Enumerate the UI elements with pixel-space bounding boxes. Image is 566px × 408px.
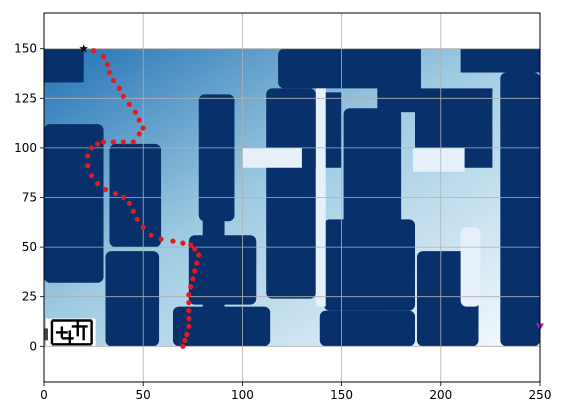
path-point-0-31 <box>170 238 176 244</box>
wall-block-11 <box>343 108 402 252</box>
x-tick-label-100: 100 <box>231 388 254 402</box>
wall-block-8 <box>266 88 316 299</box>
path-point-0-40 <box>186 292 192 298</box>
wall-block-5 <box>198 94 235 222</box>
start-star-marker <box>79 44 88 53</box>
path-point-0-20 <box>89 173 95 179</box>
corridor-1 <box>413 147 465 172</box>
path-point-0-18 <box>85 153 91 159</box>
path-point-0-38 <box>190 276 196 282</box>
wall-block-0 <box>44 48 84 83</box>
wall-block-15 <box>460 48 540 73</box>
wall-block-12 <box>323 219 416 311</box>
path-point-0-44 <box>186 323 192 330</box>
path-point-0-43 <box>186 315 192 322</box>
path-point-0-46 <box>182 337 188 343</box>
path-point-0-15 <box>100 139 107 145</box>
x-tick-label-0: 0 <box>40 388 48 402</box>
path-point-0-22 <box>102 186 109 193</box>
wall-block-6 <box>172 306 271 347</box>
path-point-0-5 <box>116 85 122 91</box>
left-edge-stub <box>44 328 48 341</box>
path-point-0-45 <box>184 331 190 337</box>
corridor-0 <box>242 147 302 168</box>
y-tick-label-150: 150 <box>14 42 37 56</box>
path-point-0-36 <box>194 260 200 266</box>
path-point-0-21 <box>94 181 101 187</box>
x-tick-label-150: 150 <box>330 388 353 402</box>
wall-block-2 <box>109 143 162 248</box>
ticks: 0 50 100 150 200 250 0 25 50 75 100 125 150 <box>14 42 551 402</box>
path-point-0-25 <box>126 200 132 207</box>
path-point-0-10 <box>140 125 146 131</box>
path-point-0-32 <box>180 240 186 246</box>
path-point-0-16 <box>94 141 101 147</box>
path-point-0-41 <box>186 300 192 306</box>
y-tick-label-75: 75 <box>22 191 37 205</box>
path-point-0-6 <box>120 93 126 99</box>
path-point-0-23 <box>112 190 119 197</box>
path-point-0-29 <box>148 232 154 238</box>
y-tick-label-0: 0 <box>29 339 37 353</box>
path-point-0-24 <box>120 194 126 201</box>
x-tick-label-50: 50 <box>136 388 151 402</box>
inset-maze <box>45 318 96 347</box>
path-point-0-2 <box>104 61 111 68</box>
path-point-0-17 <box>89 145 95 151</box>
corridor-2 <box>460 227 481 307</box>
x-tick-label-250: 250 <box>529 388 552 402</box>
path-point-0-8 <box>132 109 138 115</box>
path-point-0-19 <box>85 163 91 169</box>
wall-block-18 <box>377 48 421 113</box>
path-series <box>85 48 202 349</box>
path-point-0-1 <box>100 54 107 60</box>
path-point-0-0 <box>91 48 97 54</box>
y-tick-label-50: 50 <box>22 240 37 254</box>
wall-block-16 <box>500 72 540 347</box>
wall-block-7 <box>188 235 257 305</box>
path-point-0-39 <box>188 284 194 290</box>
path-point-0-4 <box>110 77 117 84</box>
wall-block-3 <box>105 251 160 347</box>
path-point-0-28 <box>140 224 146 230</box>
path-point-0-14 <box>110 139 117 145</box>
path-point-0-30 <box>158 236 164 242</box>
path-point-0-7 <box>126 101 132 107</box>
path-point-0-42 <box>186 307 192 314</box>
path-point-0-11 <box>136 131 142 137</box>
y-tick-label-125: 125 <box>14 91 37 105</box>
path-point-0-3 <box>106 69 113 76</box>
x-tick-label-200: 200 <box>429 388 452 402</box>
path-point-0-34 <box>192 246 198 252</box>
wall-block-14 <box>278 48 402 89</box>
path-point-0-47 <box>180 343 186 349</box>
path-point-0-35 <box>196 252 202 258</box>
wall-block-10 <box>319 310 416 347</box>
y-tick-label-100: 100 <box>14 141 37 155</box>
y-tick-label-25: 25 <box>22 290 37 304</box>
path-point-0-9 <box>136 117 142 123</box>
path-point-0-33 <box>188 242 194 248</box>
path-point-0-13 <box>120 139 126 145</box>
path-point-0-12 <box>130 139 136 145</box>
path-point-0-26 <box>130 208 136 214</box>
path-point-0-37 <box>192 268 198 274</box>
path-point-0-27 <box>134 216 140 222</box>
